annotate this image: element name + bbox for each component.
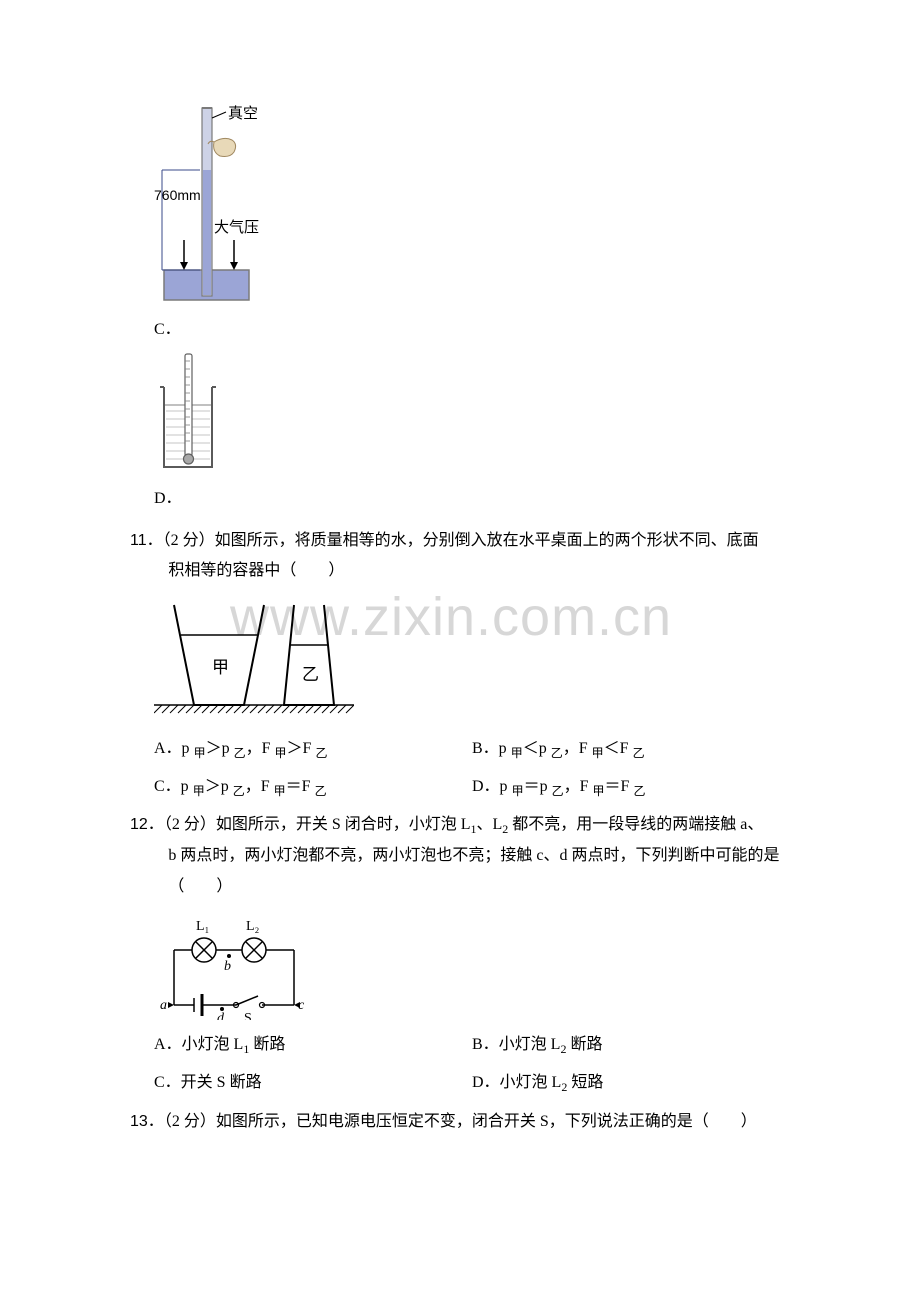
q12-text1: 如图所示，开关 S 闭合时，小灯泡 L1、L2 都不亮，用一段导线的两端接触 a… [216, 816, 764, 833]
q11-optC: C．p 甲＞p 乙，F 甲＝F 乙 [154, 773, 472, 803]
q11-num: 11． [130, 532, 163, 549]
pressure-label: 大气压 [214, 219, 259, 236]
q12-optB: B．小灯泡 L2 断路 [472, 1031, 790, 1061]
q11-text2: 积相等的容器中（ ） [168, 562, 344, 579]
S-label: S [244, 1011, 252, 1020]
L2-label: L₂ [246, 919, 260, 934]
q11-options-row1: A．p 甲＞p 乙，F 甲＞F 乙 B．p 甲＜p 乙，F 甲＜F 乙 [154, 735, 790, 765]
q12-num: 12． [130, 816, 164, 833]
page-content: 真空 760mm 大气压 C． [0, 0, 920, 1137]
q12-optC: C．开关 S 断路 [154, 1069, 472, 1099]
torricelli-figure: 真空 760mm 大气压 [154, 100, 269, 310]
figure-c-container: 真空 760mm 大气压 C． [154, 100, 790, 339]
figure-c-svg-wrap: 真空 760mm 大气压 [154, 100, 269, 315]
height-label: 760mm [154, 187, 201, 203]
q11-optB: B．p 甲＜p 乙，F 甲＜F 乙 [472, 735, 790, 765]
q12-options-row1: A．小灯泡 L1 断路 B．小灯泡 L2 断路 [154, 1031, 790, 1061]
q11-options-row2: C．p 甲＞p 乙，F 甲＝F 乙 D．p 甲＝p 乙，F 甲＝F 乙 [154, 773, 790, 803]
q11-optD: D．p 甲＝p 乙，F 甲＝F 乙 [472, 773, 790, 803]
option-d-letter: D． [154, 484, 182, 508]
q13-text: 如图所示，已知电源电压恒定不变，闭合开关 S，下列说法正确的是（ ） [216, 1113, 757, 1130]
q12-points: （2 分） [164, 816, 216, 833]
question-12: 12．（2 分）如图所示，开关 S 闭合时，小灯泡 L1、L2 都不亮，用一段导… [130, 810, 790, 1098]
q11-points: （2 分） [163, 532, 215, 549]
jia-label: 甲 [212, 658, 229, 677]
q12-text3: （ ） [168, 878, 232, 895]
q12-options-row2: C．开关 S 断路 D．小灯泡 L2 短路 [154, 1069, 790, 1099]
beaker-thermo-figure [154, 349, 224, 479]
question-13: 13．（2 分）如图所示，已知电源电压恒定不变，闭合开关 S，下列说法正确的是（… [130, 1107, 790, 1137]
yi-label: 乙 [302, 665, 319, 684]
a-label: a [160, 998, 167, 1013]
q11-text1: 如图所示，将质量相等的水，分别倒入放在水平桌面上的两个形状不同、底面 [215, 532, 759, 549]
q12-optA: A．小灯泡 L1 断路 [154, 1031, 472, 1061]
q11-figure: 甲 乙 [154, 595, 790, 725]
figure-d-container: D． [154, 349, 790, 508]
q12-text2: b 两点时，两小灯泡都不亮，两小灯泡也不亮；接触 c、d 两点时，下列判断中可能… [168, 847, 779, 864]
q13-header: 13．（2 分）如图所示，已知电源电压恒定不变，闭合开关 S，下列说法正确的是（… [130, 1107, 790, 1137]
q11-header: 11．（2 分）如图所示，将质量相等的水，分别倒入放在水平桌面上的两个形状不同、… [130, 526, 790, 587]
q11-optA: A．p 甲＞p 乙，F 甲＞F 乙 [154, 735, 472, 765]
question-11: 11．（2 分）如图所示，将质量相等的水，分别倒入放在水平桌面上的两个形状不同、… [130, 526, 790, 802]
option-c-letter: C． [154, 315, 181, 339]
vessels-svg: 甲 乙 [154, 595, 354, 720]
circuit-svg: L₁ L₂ a b c d S [154, 910, 314, 1020]
q12-header: 12．（2 分）如图所示，开关 S 闭合时，小灯泡 L1、L2 都不亮，用一段导… [130, 810, 790, 902]
q13-num: 13． [130, 1113, 164, 1130]
b-label: b [224, 959, 231, 974]
q12-optD: D．小灯泡 L2 短路 [472, 1069, 790, 1099]
q12-figure: L₁ L₂ a b c d S [154, 910, 790, 1025]
figure-d-svg-wrap [154, 349, 224, 484]
q13-points: （2 分） [164, 1113, 216, 1130]
vacuum-label: 真空 [228, 104, 258, 122]
L1-label: L₁ [196, 919, 209, 934]
d-label: d [217, 1011, 225, 1020]
